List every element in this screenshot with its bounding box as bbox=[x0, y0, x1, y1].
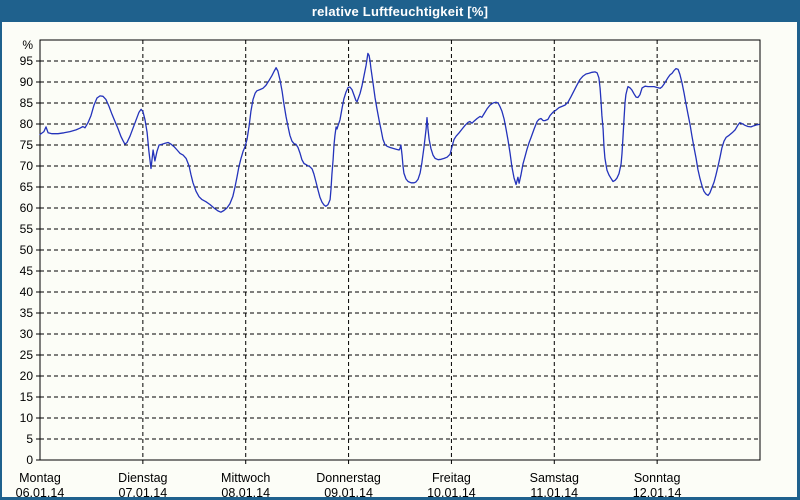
day-name-label: Dienstag bbox=[118, 471, 167, 485]
chart-title: relative Luftfeuchtigkeit [%] bbox=[311, 3, 489, 19]
day-date-label: 07.01.14 bbox=[119, 486, 168, 500]
y-tick-label: 25 bbox=[20, 348, 34, 362]
window-border-bottom bbox=[0, 497, 800, 500]
y-tick-label: 65 bbox=[20, 180, 34, 194]
y-tick-label: 30 bbox=[20, 327, 34, 341]
y-tick-label: 40 bbox=[20, 285, 34, 299]
y-tick-label: 70 bbox=[20, 159, 34, 173]
day-date-label: 09.01.14 bbox=[324, 486, 373, 500]
y-tick-label: 45 bbox=[20, 264, 34, 278]
day-name-label: Mittwoch bbox=[221, 471, 270, 485]
y-tick-label: 80 bbox=[20, 117, 34, 131]
y-tick-label: 20 bbox=[20, 369, 34, 383]
humidity-series-line bbox=[39, 52, 760, 213]
day-name-label: Freitag bbox=[432, 471, 471, 485]
day-name-label: Montag bbox=[19, 471, 61, 485]
y-tick-label: 85 bbox=[20, 96, 34, 110]
window-border-right bbox=[797, 22, 800, 500]
y-tick-label: 5 bbox=[26, 432, 33, 446]
day-date-label: 08.01.14 bbox=[221, 486, 270, 500]
y-axis-unit-label: % bbox=[22, 38, 33, 52]
y-tick-label: 50 bbox=[20, 243, 34, 257]
y-tick-label: 10 bbox=[20, 411, 34, 425]
day-name-label: Donnerstag bbox=[316, 471, 381, 485]
day-name-label: Samstag bbox=[530, 471, 579, 485]
humidity-line-chart: 0 5 10 15 20 25 30 35 40 45 50 55 60 65 70 75 80 85 90 95% M… bbox=[16, 38, 761, 500]
y-tick-label: 35 bbox=[20, 306, 34, 320]
y-tick-label: 90 bbox=[20, 75, 34, 89]
plot-frame bbox=[39, 39, 761, 461]
y-tick-label: 55 bbox=[20, 222, 34, 236]
y-tick-label: 15 bbox=[20, 390, 34, 404]
y-tick-label: 75 bbox=[20, 138, 34, 152]
chart-title-bar: relative Luftfeuchtigkeit [%] bbox=[0, 0, 800, 22]
day-date-label: 12.01.14 bbox=[633, 486, 682, 500]
day-date-label: 06.01.14 bbox=[16, 486, 65, 500]
day-name-label: Sonntag bbox=[634, 471, 681, 485]
window-border-left bbox=[0, 22, 2, 500]
day-date-label: 11.01.14 bbox=[530, 486, 578, 500]
y-tick-label: 95 bbox=[20, 54, 34, 68]
day-date-label: 10.01.14 bbox=[427, 486, 476, 500]
y-tick-label: 60 bbox=[20, 201, 34, 215]
y-tick-label: 0 bbox=[26, 453, 33, 467]
